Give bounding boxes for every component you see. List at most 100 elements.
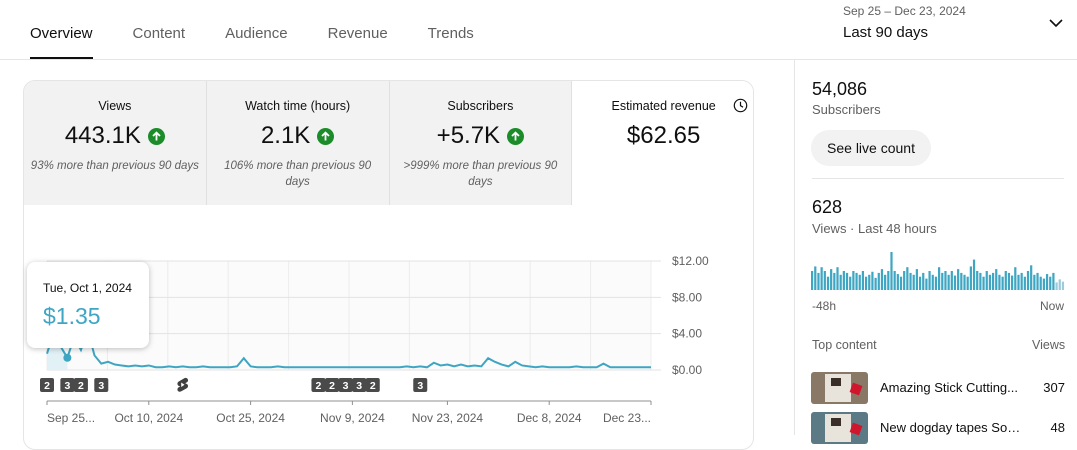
top-content-views-heading: Views (1032, 338, 1066, 352)
realtime-bar (826, 276, 830, 290)
realtime-bar (811, 271, 814, 290)
upload-marker-count: 2 (370, 380, 376, 392)
tab-audience[interactable]: Audience (225, 25, 288, 42)
realtime-bar (1011, 275, 1014, 290)
upload-marker (94, 378, 109, 392)
subscriber-count: 54,086 (812, 79, 868, 99)
realtime-bar (922, 272, 925, 290)
tab-revenue[interactable]: Revenue (327, 25, 388, 42)
metric-comparison: 93% more than previous 90 days (30, 160, 199, 172)
arrow-up-icon (507, 127, 525, 145)
metric-estimated-revenue[interactable]: Estimated revenue $62.65 (572, 81, 753, 205)
upload-marker (325, 378, 340, 392)
see-live-count-button[interactable]: See live count (811, 130, 931, 166)
realtime-bar (817, 272, 820, 290)
revenue-line (46, 326, 651, 369)
date-range-dates: Sep 25 – Dec 23, 2024 (843, 4, 966, 18)
date-range-selector[interactable]: Sep 25 – Dec 23, 2024 Last 90 days (843, 4, 966, 41)
realtime-bar (947, 274, 950, 290)
realtime-bar (1007, 272, 1011, 290)
metric-label: Watch time (hours) (245, 99, 351, 113)
arrow-up-icon (317, 127, 335, 145)
x-tick-label: Nov 9, 2024 (320, 411, 385, 425)
x-tick-label: Oct 10, 2024 (114, 411, 183, 425)
revenue-line-chart[interactable]: $12.00 $8.00 $4.00 $0.00 Sep 25... Oct 10, 20… (0, 0, 760, 435)
upload-marker (413, 378, 428, 392)
highlight-point (63, 353, 72, 362)
realtime-views-count: 628 (812, 197, 843, 217)
realtime-bar (1026, 271, 1030, 290)
metric-value: 443.1K (64, 122, 141, 149)
realtime-bar (957, 269, 960, 290)
realtime-bar (982, 276, 985, 290)
overview-card: Views 443.1K 93% more than previous 90 d… (23, 80, 754, 450)
realtime-bar (931, 274, 934, 290)
divider (812, 178, 1064, 179)
realtime-bar (909, 272, 912, 290)
realtime-bar (893, 271, 896, 290)
upload-marker (311, 378, 326, 392)
upload-marker-count: 3 (343, 380, 349, 392)
top-content-item[interactable]: New dogday tapes Soni... 48 (811, 412, 1065, 444)
realtime-bar (1052, 272, 1055, 290)
metric-views[interactable]: Views 443.1K 93% more than previous 90 d… (24, 81, 207, 205)
realtime-bar (890, 252, 893, 290)
realtime-bar (918, 276, 922, 290)
realtime-bar (855, 272, 858, 290)
realtime-bar (849, 276, 852, 290)
realtime-bar (928, 271, 931, 290)
realtime-bar (842, 271, 845, 290)
realtime-bar (953, 275, 957, 290)
realtime-bar (1049, 276, 1052, 290)
realtime-bar (1014, 267, 1017, 290)
realtime-bar (912, 274, 915, 290)
upload-marker (352, 378, 367, 392)
x-tick-label: Dec 23... (603, 411, 651, 425)
tab-content[interactable]: Content (132, 25, 186, 42)
video-thumbnail (811, 412, 868, 444)
metric-comparison: >999% more than previous 90 days (403, 160, 558, 188)
upload-marker-count: 2 (329, 380, 335, 392)
metric-subscribers[interactable]: Subscribers +5.7K >999% more than previo… (389, 81, 573, 205)
upload-marker-count: 3 (64, 380, 70, 392)
realtime-bar (985, 271, 988, 290)
realtime-bar (1036, 272, 1039, 290)
clock-icon[interactable] (733, 98, 748, 113)
upload-marker (40, 378, 54, 392)
y-tick-label: $8.00 (672, 290, 702, 304)
realtime-axis-start: -48h (812, 299, 837, 313)
realtime-bar (868, 274, 871, 290)
metric-comparison: 106% more than previous 90 days (224, 160, 372, 188)
chevron-down-icon[interactable] (1048, 17, 1064, 29)
realtime-bar (814, 266, 817, 290)
realtime-bar (1058, 279, 1061, 290)
realtime-bar (988, 274, 992, 290)
metric-value: 2.1K (260, 122, 311, 149)
upload-marker-count: 2 (316, 380, 322, 392)
realtime-bar (833, 272, 836, 290)
realtime-bar (1030, 265, 1033, 290)
top-bar: Overview Content Audience Revenue Trends… (0, 0, 1077, 60)
top-content-item[interactable]: Amazing Stick Cutting... 307 (811, 372, 1065, 404)
realtime-bar (1004, 271, 1007, 290)
realtime-bar (944, 271, 947, 290)
realtime-bar (938, 267, 941, 290)
metric-watch-time[interactable]: Watch time (hours) 2.1K 106% more than p… (206, 81, 390, 205)
realtime-bar (839, 274, 842, 290)
realtime-bar (972, 259, 976, 290)
realtime-bar (1033, 274, 1036, 290)
tooltip-value: $1.35 (43, 303, 101, 329)
realtime-bar (969, 266, 972, 290)
video-title: Amazing Stick Cutting... (880, 380, 1018, 395)
tab-overview[interactable]: Overview (30, 0, 93, 60)
video-views: 48 (1050, 420, 1065, 435)
chart-tooltip: Tue, Oct 1, 2024 $1.35 (27, 262, 149, 348)
realtime-bar (1023, 276, 1026, 290)
realtime-bar (871, 271, 874, 290)
realtime-views-bar-chart[interactable] (811, 246, 1065, 290)
upload-marker-count: 3 (417, 380, 423, 392)
realtime-bar (884, 274, 887, 290)
tab-trends[interactable]: Trends (427, 25, 474, 42)
realtime-bar (858, 274, 861, 290)
realtime-bar (836, 267, 839, 290)
